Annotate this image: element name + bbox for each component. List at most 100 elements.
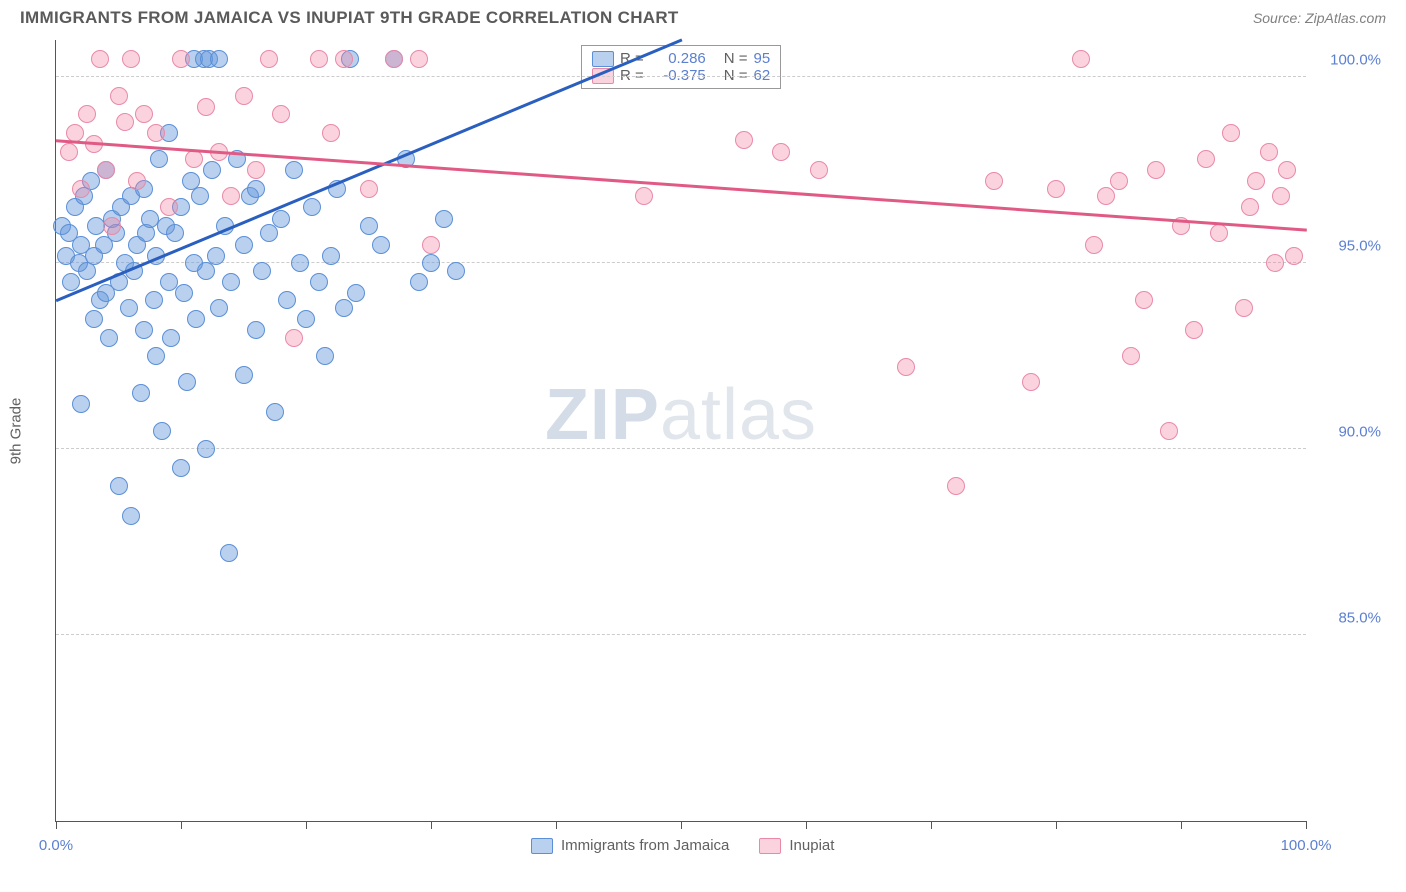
legend-item: Immigrants from Jamaica: [531, 837, 729, 854]
data-point: [78, 105, 96, 123]
legend-swatch: [531, 838, 553, 854]
data-point: [172, 459, 190, 477]
data-point: [247, 321, 265, 339]
data-point: [128, 172, 146, 190]
data-point: [197, 98, 215, 116]
data-point: [91, 50, 109, 68]
x-tick: [1181, 821, 1182, 829]
legend-n-value: 95: [754, 50, 771, 67]
data-point: [122, 507, 140, 525]
data-point: [132, 384, 150, 402]
data-point: [160, 198, 178, 216]
legend-label: Inupiat: [789, 837, 834, 854]
data-point: [162, 329, 180, 347]
data-point: [1122, 347, 1140, 365]
data-point: [62, 273, 80, 291]
y-tick-label: 85.0%: [1316, 610, 1381, 627]
legend-r-value: 0.286: [650, 50, 706, 67]
watermark-atlas: atlas: [660, 375, 817, 455]
data-point: [272, 105, 290, 123]
data-point: [187, 310, 205, 328]
data-point: [1185, 321, 1203, 339]
gridline: [56, 262, 1306, 263]
data-point: [310, 273, 328, 291]
data-point: [253, 262, 271, 280]
data-point: [185, 150, 203, 168]
data-point: [1241, 198, 1259, 216]
x-tick: [1306, 821, 1307, 829]
data-point: [197, 440, 215, 458]
data-point: [360, 180, 378, 198]
data-point: [175, 284, 193, 302]
data-point: [1210, 224, 1228, 242]
data-point: [100, 329, 118, 347]
data-point: [110, 477, 128, 495]
y-tick-label: 90.0%: [1316, 424, 1381, 441]
data-point: [72, 395, 90, 413]
data-point: [1247, 172, 1265, 190]
x-tick: [806, 821, 807, 829]
data-point: [210, 299, 228, 317]
data-point: [297, 310, 315, 328]
data-point: [166, 224, 184, 242]
data-point: [222, 187, 240, 205]
data-point: [153, 422, 171, 440]
data-point: [220, 544, 238, 562]
data-point: [235, 87, 253, 105]
data-point: [635, 187, 653, 205]
data-point: [285, 161, 303, 179]
x-tick-label: 0.0%: [39, 837, 73, 854]
data-point: [178, 373, 196, 391]
data-point: [1072, 50, 1090, 68]
data-point: [72, 180, 90, 198]
data-point: [1222, 124, 1240, 142]
chart-header: IMMIGRANTS FROM JAMAICA VS INUPIAT 9TH G…: [0, 0, 1406, 32]
data-point: [310, 50, 328, 68]
data-point: [260, 224, 278, 242]
data-point: [322, 124, 340, 142]
data-point: [897, 358, 915, 376]
data-point: [1022, 373, 1040, 391]
legend-n-label: N =: [724, 50, 748, 67]
data-point: [1135, 291, 1153, 309]
data-point: [120, 299, 138, 317]
x-tick: [56, 821, 57, 829]
data-point: [1197, 150, 1215, 168]
x-tick: [556, 821, 557, 829]
data-point: [60, 143, 78, 161]
chart-title: IMMIGRANTS FROM JAMAICA VS INUPIAT 9TH G…: [20, 8, 679, 28]
data-point: [135, 105, 153, 123]
data-point: [316, 347, 334, 365]
x-tick: [1056, 821, 1057, 829]
x-tick-label: 100.0%: [1281, 837, 1332, 854]
legend-item: Inupiat: [759, 837, 834, 854]
data-point: [1097, 187, 1115, 205]
data-point: [322, 247, 340, 265]
data-point: [947, 477, 965, 495]
chart-container: 9th Grade ZIPatlas R =0.286N =95R =-0.37…: [55, 40, 1386, 852]
y-axis-label: 9th Grade: [8, 397, 25, 464]
gridline: [56, 634, 1306, 635]
data-point: [85, 310, 103, 328]
data-point: [335, 50, 353, 68]
data-point: [172, 50, 190, 68]
data-point: [1110, 172, 1128, 190]
data-point: [1235, 299, 1253, 317]
data-point: [1278, 161, 1296, 179]
x-tick: [181, 821, 182, 829]
gridline: [56, 76, 1306, 77]
x-tick: [681, 821, 682, 829]
data-point: [372, 236, 390, 254]
watermark: ZIPatlas: [545, 374, 817, 456]
data-point: [435, 210, 453, 228]
data-point: [1260, 143, 1278, 161]
data-point: [272, 210, 290, 228]
data-point: [347, 284, 365, 302]
chart-source: Source: ZipAtlas.com: [1253, 10, 1386, 26]
data-point: [103, 217, 121, 235]
data-point: [303, 198, 321, 216]
data-point: [278, 291, 296, 309]
data-point: [147, 347, 165, 365]
data-point: [422, 236, 440, 254]
data-point: [222, 273, 240, 291]
